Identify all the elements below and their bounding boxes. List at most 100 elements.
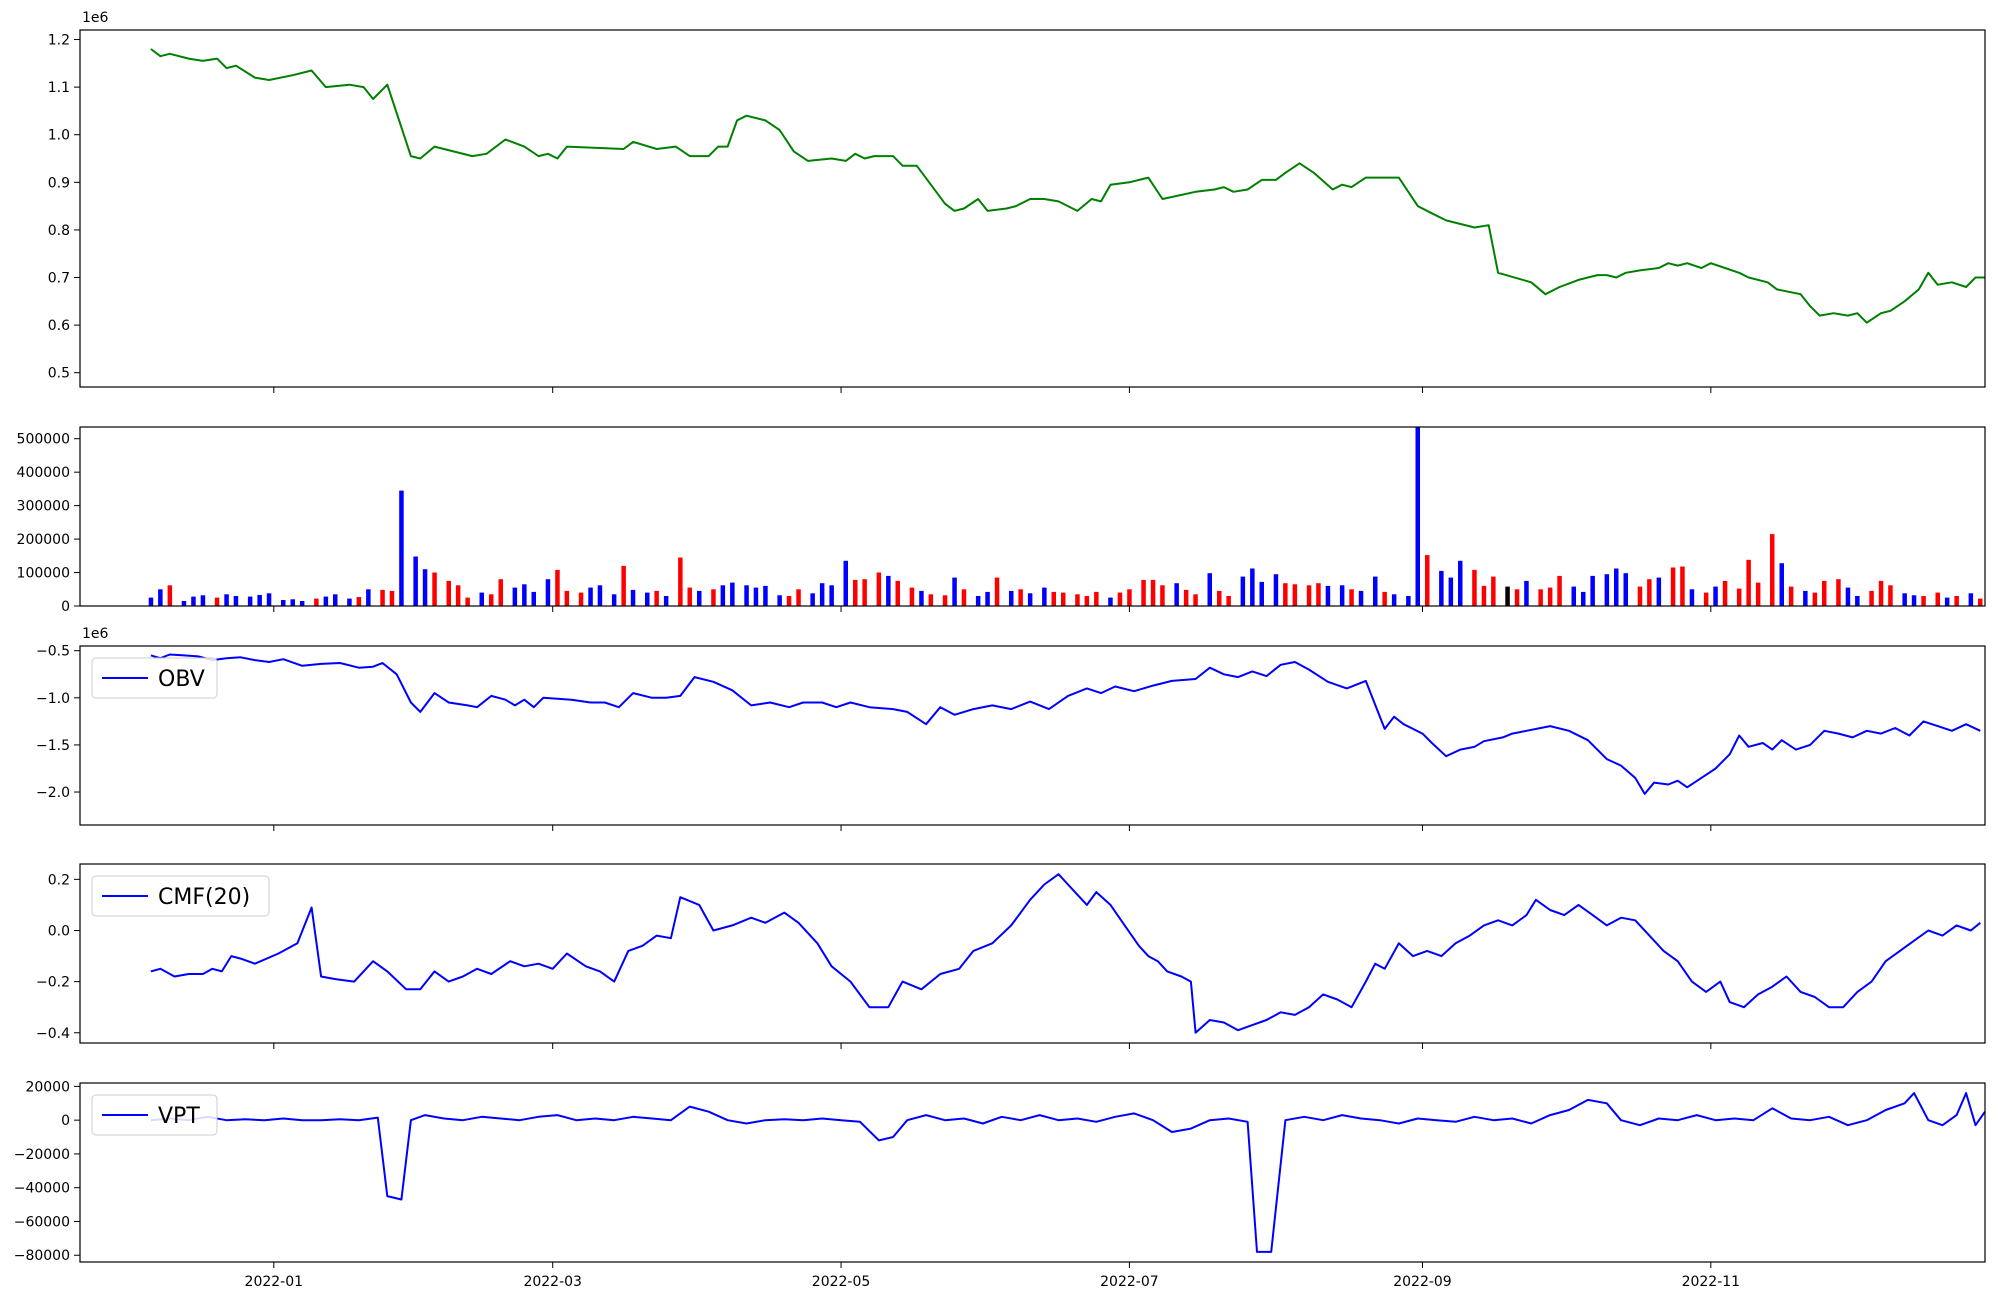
volume-bar [1141,579,1146,606]
y-tick-label: 200000 [17,532,70,548]
volume-bar [711,589,716,606]
volume-panel: 0 100000 200000 300000 400000 500000 [17,426,1986,615]
volume-bar [1391,594,1397,606]
volume-bar [1160,585,1165,606]
x-tick-label: 2022-09 [1393,1274,1452,1290]
scale-exponent-label: 1e6 [82,626,109,642]
y-tick-label: 1.0 [48,128,70,144]
price-panel: 0.5 0.6 0.7 0.8 0.9 1.0 1.1 1.2 1e6 [48,10,1986,393]
series-line [150,653,1981,795]
volume-bar [786,596,792,606]
volume-bar [777,595,782,606]
y-tick-label: −1.5 [36,738,70,754]
volume-bar [1150,579,1156,606]
volume-bar [1935,592,1940,606]
volume-bar [564,590,570,606]
y-tick-label: 100000 [17,566,70,582]
volume-bar [389,590,395,606]
volume-bar [1689,589,1695,606]
volume-bar [876,572,882,606]
volume-bar [810,593,815,606]
volume-bar [1127,589,1132,606]
volume-bar [1018,589,1023,606]
y-tick-label: 0.5 [48,366,70,382]
volume-bar [1472,569,1477,606]
volume-bar [952,577,957,606]
volume-bar [399,490,404,606]
volume-bar [522,584,527,606]
volume-bar [763,585,768,606]
volume-bar [1746,559,1751,606]
obv-panel: −2.0 −1.5 −1.0 −0.5 1e6 OBV [36,626,1986,831]
volume-bar [200,595,206,606]
volume-bar [1458,560,1463,606]
legend: VPT [91,1094,218,1136]
volume-bar [1051,591,1056,606]
volume-bar [1803,590,1808,606]
volume-bar [611,594,617,606]
volume-bar [1845,587,1851,606]
volume-bar [1557,575,1562,606]
legend-box [91,657,218,699]
volume-bar [422,569,428,606]
volume-bar [1902,593,1907,606]
volume-bar [1713,586,1718,606]
volume-bar [214,597,220,606]
volume-bar [1656,577,1662,606]
volume-bar [1306,585,1312,606]
volume-bar [498,579,503,606]
volume-bar [1614,568,1619,606]
volume-bar [1325,585,1331,606]
y-tick-label: −1.0 [36,691,70,707]
volume-bar [1755,582,1761,606]
volume-bar [181,601,187,606]
volume-bar [1250,568,1255,606]
volume-bar [432,572,437,606]
volume-bar [333,594,338,606]
volume-bar [1888,585,1893,606]
volume-bar [148,597,154,606]
volume-bar [1283,583,1288,606]
panels: 0.50.60.70.80.91.01.11.21e60100000200000… [14,10,1986,1290]
volume-bar [1207,573,1212,606]
volume-bar [1415,427,1420,606]
volume-bar [347,598,352,606]
volume-bar [1623,573,1628,606]
volume-bar [1736,588,1742,606]
volume-bar [1505,586,1510,606]
volume-bar [819,583,825,606]
volume-bar [1637,586,1643,606]
volume-bar [1788,586,1794,606]
volume-bar [1921,596,1926,606]
y-tick-label: −20000 [14,1147,70,1163]
volume-bar [588,587,593,606]
volume-bar [1722,580,1728,606]
volume-bar [1009,590,1014,606]
volume-bar [687,587,692,606]
volume-bar [545,579,551,606]
volume-bar [489,594,494,606]
volume-bar [1911,595,1917,606]
legend-box [91,875,270,917]
volume-bar [961,589,967,606]
volume-bar [1382,591,1387,606]
volume-bar [1878,580,1884,606]
volume-bar [1373,576,1378,606]
volume-bar [224,594,229,606]
volume-bar [895,580,900,606]
volume-bar [233,596,239,606]
volume-bar [678,557,683,606]
vpt-panel: −80000 −60000 −40000 −20000 0 20000 VPT [14,1079,1986,1268]
volume-bar [158,589,163,606]
volume-bar [796,589,801,606]
volume-bar [985,591,990,606]
volume-bar [1075,594,1080,606]
scale-exponent-label: 1e6 [82,10,109,26]
volume-bar [1836,579,1841,606]
legend-label: CMF(20) [158,885,250,910]
volume-bar [455,585,461,606]
volume-bar [1514,589,1520,606]
legend: CMF(20) [91,875,270,917]
